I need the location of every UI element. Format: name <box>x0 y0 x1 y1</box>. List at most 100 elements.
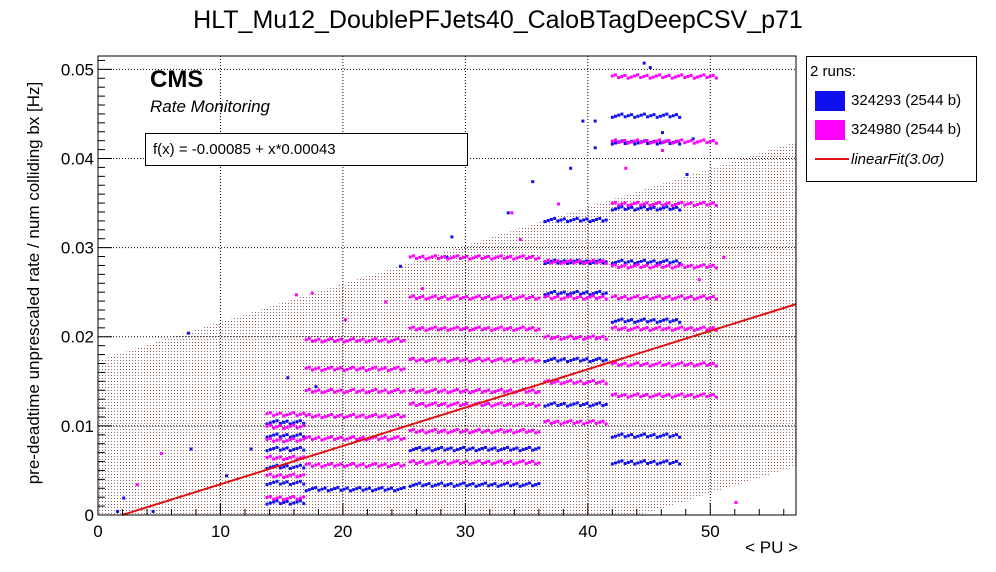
data-point <box>374 488 378 492</box>
data-point <box>667 138 671 142</box>
data-point <box>614 461 618 465</box>
data-point <box>559 402 563 406</box>
data-point <box>651 363 655 367</box>
data-point <box>386 438 390 442</box>
data-point <box>509 294 513 298</box>
data-point <box>531 294 535 298</box>
data-point <box>411 294 415 298</box>
data-point <box>446 431 450 435</box>
data-point <box>288 483 292 487</box>
data-point <box>496 255 500 259</box>
data-point <box>633 261 637 265</box>
data-point <box>116 509 120 513</box>
data-point <box>418 389 422 393</box>
data-point <box>396 337 400 341</box>
data-point <box>367 437 371 441</box>
data-point <box>708 362 712 366</box>
data-point <box>711 326 715 330</box>
data-point <box>499 459 503 463</box>
data-point <box>617 206 621 210</box>
data-point <box>307 365 311 369</box>
data-point <box>617 395 621 399</box>
data-point <box>278 466 282 470</box>
data-point <box>642 140 646 144</box>
data-point <box>591 260 595 264</box>
data-point <box>677 264 681 268</box>
data-point <box>298 456 302 460</box>
data-point <box>348 366 352 370</box>
data-point <box>527 460 531 464</box>
data-point <box>617 265 621 269</box>
data-point <box>275 412 279 416</box>
data-point <box>531 254 535 258</box>
data-point <box>383 462 387 466</box>
data-point <box>496 326 500 330</box>
data-point <box>314 436 318 440</box>
data-point <box>588 420 592 424</box>
data-point <box>639 297 643 301</box>
data-point <box>424 431 428 435</box>
data-point <box>364 438 368 442</box>
data-point <box>534 404 538 408</box>
data-point <box>636 73 640 77</box>
data-point <box>352 365 356 369</box>
data-point <box>265 483 269 487</box>
data-point <box>708 140 712 144</box>
data-point <box>294 293 298 297</box>
data-point <box>572 297 576 301</box>
data-point <box>285 499 289 503</box>
data-point <box>282 458 286 462</box>
data-point <box>499 294 503 298</box>
data-point <box>515 256 519 260</box>
data-point <box>686 327 690 331</box>
data-point <box>604 291 608 295</box>
data-point <box>282 465 286 469</box>
data-point <box>661 148 665 152</box>
data-point <box>418 429 422 433</box>
data-point <box>484 460 488 464</box>
data-point <box>364 416 368 420</box>
data-point <box>512 360 516 364</box>
data-point <box>358 367 362 371</box>
data-point <box>292 437 296 441</box>
data-point <box>620 112 624 116</box>
data-point <box>275 479 279 483</box>
data-point <box>661 131 665 135</box>
data-point <box>598 356 602 360</box>
data-point <box>543 293 547 297</box>
data-point <box>505 327 509 331</box>
data-point <box>667 294 671 298</box>
data-point <box>424 257 428 261</box>
data-point <box>601 292 605 296</box>
data-point <box>553 258 557 262</box>
data-point <box>610 326 614 330</box>
data-point <box>317 413 321 417</box>
data-point <box>265 422 269 426</box>
data-point <box>329 337 333 341</box>
data-point <box>714 141 718 145</box>
data-point <box>484 389 488 393</box>
data-point <box>559 358 563 362</box>
data-point <box>329 365 333 369</box>
data-point <box>468 431 472 435</box>
data-point <box>355 339 359 343</box>
data-point <box>355 487 359 491</box>
data-point <box>546 258 550 262</box>
data-point <box>323 437 327 441</box>
y-tick-label: 0.04 <box>61 149 94 168</box>
data-point <box>610 320 614 324</box>
data-point <box>630 459 634 463</box>
data-point <box>620 317 624 321</box>
data-point <box>604 261 608 265</box>
data-point <box>465 428 469 432</box>
data-point <box>714 266 718 270</box>
data-point <box>655 320 659 324</box>
data-point <box>399 464 403 468</box>
data-point <box>499 254 503 258</box>
data-point <box>415 390 419 394</box>
data-point <box>502 359 506 363</box>
data-point <box>480 359 484 363</box>
data-point <box>440 358 444 362</box>
data-point <box>678 261 682 265</box>
data-point <box>636 200 640 204</box>
